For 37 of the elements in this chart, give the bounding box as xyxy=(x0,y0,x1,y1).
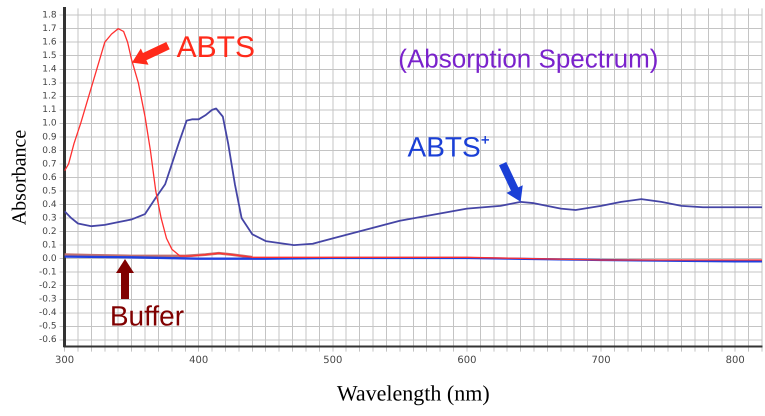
y-tick-label: 0.6 xyxy=(42,172,57,183)
y-tick-label: 0.1 xyxy=(42,240,57,250)
x-tick-label: 600 xyxy=(457,355,476,366)
annotation: Buffer xyxy=(110,300,184,332)
y-axis-title: Absorbance xyxy=(8,130,30,226)
y-tick-label: 1.1 xyxy=(42,105,57,116)
y-tick-label: -0.4 xyxy=(39,308,57,318)
y-tick-label: 0.7 xyxy=(42,159,57,170)
y-tick-label: 0.3 xyxy=(42,213,57,224)
annotation: ABTS⁺ xyxy=(408,132,490,163)
y-tick-label: 0.0 xyxy=(42,254,57,264)
y-tick-label: 0.2 xyxy=(42,226,57,237)
y-tick-label: 0.5 xyxy=(42,186,57,196)
y-tick-label: -0.5 xyxy=(39,322,57,332)
y-tick-label: -0.1 xyxy=(39,268,57,278)
y-tick-label: -0.3 xyxy=(39,294,57,305)
y-tick-label: 1.2 xyxy=(42,92,57,102)
y-tick-label: 0.4 xyxy=(42,200,57,210)
x-tick-label: 300 xyxy=(55,355,74,366)
y-tick-label: -0.6 xyxy=(39,335,57,346)
x-tick-label: 400 xyxy=(189,355,208,366)
annotation: ABTS xyxy=(176,30,255,64)
y-tick-label: 1.3 xyxy=(42,78,57,88)
y-tick-label: 1.0 xyxy=(42,118,57,129)
y-tick-label: 0.8 xyxy=(42,146,57,156)
y-tick-label: 0.9 xyxy=(42,132,57,142)
x-tick-label: 700 xyxy=(592,355,611,366)
y-tick-label: 1.5 xyxy=(42,51,57,62)
x-axis-title: Wavelength (nm) xyxy=(336,380,490,406)
text: (Absorption Spectrum) xyxy=(398,44,658,74)
y-tick-label: 1.4 xyxy=(42,64,57,75)
x-tick-label: 500 xyxy=(323,355,342,366)
y-tick-label: 1.7 xyxy=(42,24,57,34)
y-tick-label: 1.6 xyxy=(42,38,57,48)
y-tick-label: -0.2 xyxy=(39,281,57,292)
x-tick-label: 800 xyxy=(726,355,745,366)
y-tick-label: 1.8 xyxy=(42,10,57,21)
